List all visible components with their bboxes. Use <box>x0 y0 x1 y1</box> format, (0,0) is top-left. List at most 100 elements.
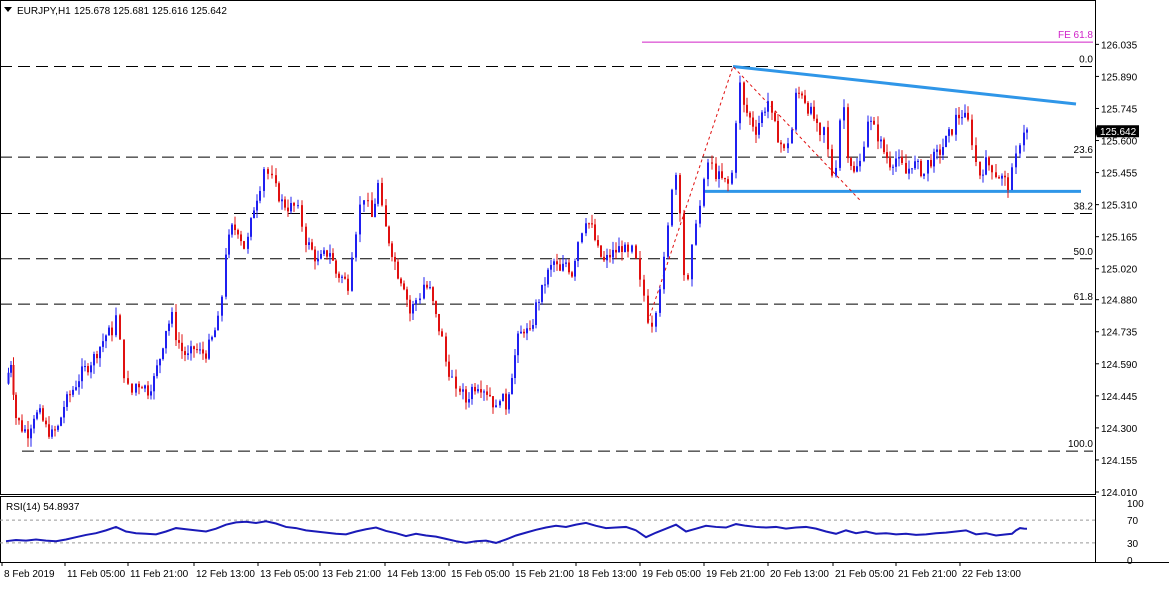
candle-body <box>577 242 579 261</box>
candle-body <box>486 391 488 395</box>
candle-body <box>147 385 149 396</box>
candle-body <box>731 172 733 184</box>
candle-body <box>920 160 922 177</box>
candle-body <box>873 120 875 125</box>
candle-body <box>597 239 599 246</box>
current-price-marker: 125.642 <box>1095 125 1139 138</box>
candle-body <box>388 226 390 244</box>
candle-body <box>511 378 513 395</box>
candle-body <box>168 323 170 332</box>
candle-body <box>184 351 186 355</box>
resistance-trendline[interactable] <box>732 64 1077 106</box>
rsi-axis-label: 30 <box>1127 539 1139 550</box>
candle-body <box>468 399 470 403</box>
candle-body <box>18 418 20 421</box>
fibonacci-levels: 0.0 23.6 38.2 50.0 61.8 100.0 FE 61.8 <box>0 30 1094 452</box>
candle-body <box>394 256 396 262</box>
candle-body <box>783 144 785 149</box>
price-tick-label: 125.165 <box>1101 233 1138 244</box>
candle-body <box>746 104 748 113</box>
candle-body <box>131 383 133 393</box>
candle-body <box>505 393 507 410</box>
candle-body <box>945 135 947 148</box>
candle-body <box>217 315 219 331</box>
candle-body <box>250 218 252 237</box>
candle-body <box>565 262 567 264</box>
candle-body <box>529 328 531 330</box>
time-tick-label: 15 Feb 21:00 <box>515 569 574 580</box>
fib-level-label: 38.2 <box>1074 201 1094 212</box>
candle-body <box>905 162 907 174</box>
candle-body <box>562 263 564 271</box>
candle-body <box>1004 175 1006 178</box>
candle-body <box>831 149 833 176</box>
candle-body <box>559 264 561 271</box>
candle-body <box>72 389 74 395</box>
price-tick-label: 125.890 <box>1101 72 1138 83</box>
candle-body <box>323 250 325 254</box>
candle-body <box>66 394 68 407</box>
candle-body <box>271 173 273 176</box>
candle-body <box>612 249 614 258</box>
candle-body <box>550 264 552 270</box>
candle-body <box>108 327 110 336</box>
candle-body <box>743 82 745 105</box>
candle-body <box>397 261 399 279</box>
symbol-label: EURJPY,H1 <box>17 6 71 17</box>
candle-body <box>886 152 888 159</box>
rsi-axis-label: 70 <box>1127 516 1139 527</box>
candle-body <box>90 365 92 373</box>
candle-body <box>39 408 41 413</box>
candle-body <box>647 295 649 323</box>
candle-body <box>144 385 146 389</box>
candle-body <box>724 177 726 180</box>
candle-body <box>7 372 10 384</box>
candle-body <box>228 234 230 255</box>
candle-body <box>60 417 62 426</box>
candle-body <box>721 171 723 178</box>
candle-body <box>208 339 210 359</box>
candle-body <box>982 174 984 176</box>
candle-body <box>711 162 713 164</box>
candle-body <box>988 157 990 166</box>
candle-body <box>675 175 677 190</box>
rsi-panel-frame <box>0 496 1096 563</box>
candle-body <box>995 172 997 178</box>
candle-body <box>758 123 760 135</box>
candle-body <box>374 203 376 217</box>
candle-body <box>415 300 417 305</box>
candle-body <box>810 106 812 114</box>
candle-body <box>739 82 741 124</box>
candle-body <box>347 278 349 291</box>
candle-body <box>78 381 80 388</box>
rsi-line <box>5 520 1028 544</box>
candle-body <box>606 254 608 261</box>
fibo-expansion-legs[interactable] <box>647 65 861 322</box>
candle-body <box>42 408 44 421</box>
chevron-down-icon[interactable] <box>4 7 12 12</box>
time-tick-label: 14 Feb 13:00 <box>387 569 446 580</box>
candle-body <box>205 353 207 359</box>
candle-body <box>150 391 152 396</box>
trendlines[interactable] <box>647 64 1081 322</box>
candle-body <box>351 257 353 291</box>
candle-body <box>591 223 593 225</box>
candle-body <box>193 346 195 350</box>
candle-body <box>27 429 29 439</box>
candle-body <box>715 163 717 180</box>
candle-body <box>211 337 213 340</box>
price-tick-label: 124.590 <box>1101 360 1138 371</box>
candle-body <box>199 349 201 351</box>
candle-body <box>459 388 461 392</box>
candle-body <box>859 160 861 167</box>
rsi-indicator: 100 70 30 0 <box>0 499 1144 567</box>
candle-body <box>355 234 357 258</box>
candle-body <box>707 162 709 180</box>
candle-body <box>326 250 328 257</box>
candle-body <box>335 260 337 274</box>
price-axis[interactable]: 126.035 125.890 125.745 125.600 125.455 125.3… <box>1095 40 1138 499</box>
candle-body <box>867 121 869 147</box>
candle-body <box>603 256 605 261</box>
